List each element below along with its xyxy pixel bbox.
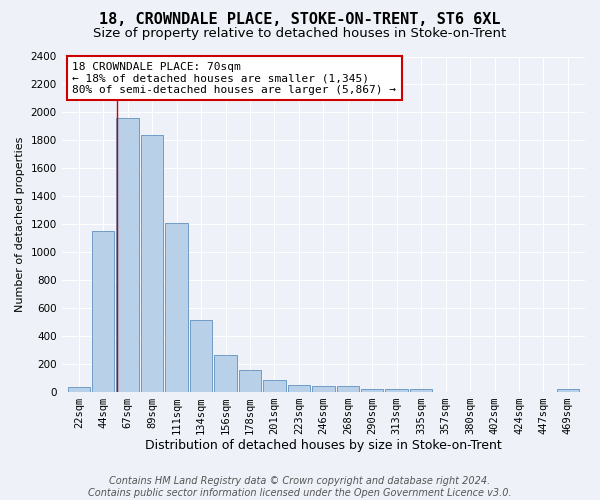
Bar: [410, 390, 433, 392]
Bar: [92, 231, 115, 392]
Bar: [68, 388, 90, 392]
Bar: [312, 386, 335, 392]
X-axis label: Distribution of detached houses by size in Stoke-on-Trent: Distribution of detached houses by size …: [145, 440, 502, 452]
Bar: [385, 389, 408, 392]
Text: 18, CROWNDALE PLACE, STOKE-ON-TRENT, ST6 6XL: 18, CROWNDALE PLACE, STOKE-ON-TRENT, ST6…: [99, 12, 501, 28]
Bar: [116, 118, 139, 392]
Bar: [557, 389, 579, 392]
Bar: [190, 320, 212, 392]
Text: 18 CROWNDALE PLACE: 70sqm
← 18% of detached houses are smaller (1,345)
80% of se: 18 CROWNDALE PLACE: 70sqm ← 18% of detac…: [72, 62, 396, 94]
Text: Contains HM Land Registry data © Crown copyright and database right 2024.
Contai: Contains HM Land Registry data © Crown c…: [88, 476, 512, 498]
Bar: [287, 384, 310, 392]
Bar: [263, 380, 286, 392]
Y-axis label: Number of detached properties: Number of detached properties: [15, 136, 25, 312]
Text: Size of property relative to detached houses in Stoke-on-Trent: Size of property relative to detached ho…: [94, 28, 506, 40]
Bar: [361, 389, 383, 392]
Bar: [337, 386, 359, 392]
Bar: [141, 134, 163, 392]
Bar: [166, 222, 188, 392]
Bar: [239, 370, 261, 392]
Bar: [214, 354, 237, 392]
